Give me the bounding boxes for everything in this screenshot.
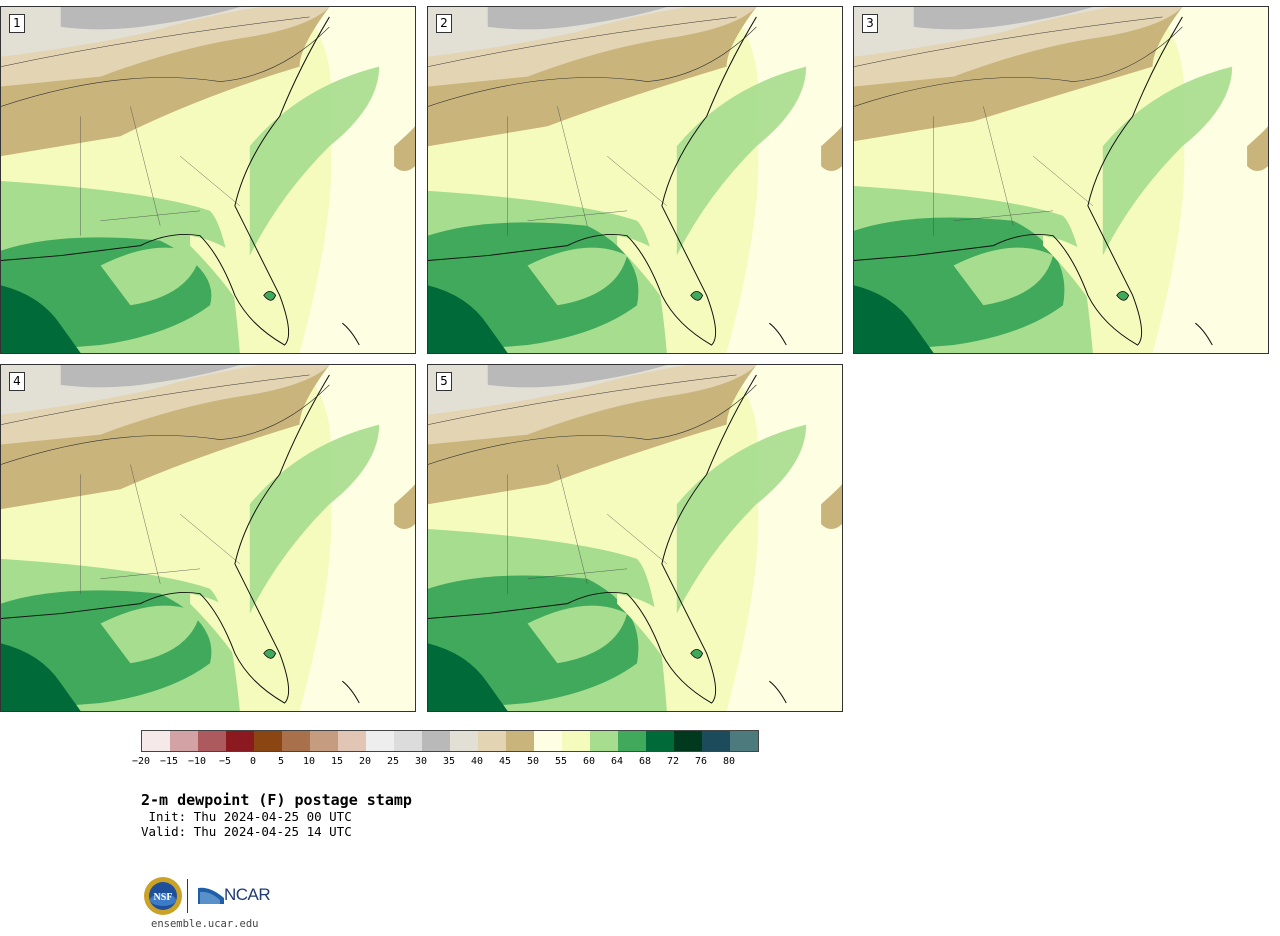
- panel-number: 3: [862, 14, 878, 33]
- colorbar-tick-labels: −20 −15 −10 −5 0 5 10 15 20 25 30 35 40 45 50 55 60 64 68 7…: [132, 756, 781, 770]
- colorbar-swatch: [562, 731, 590, 751]
- colorbar-tick-label: 15: [330, 756, 344, 767]
- page-title: 2-m dewpoint (F) postage stamp: [141, 791, 412, 809]
- colorbar-tick-label: 45: [498, 756, 512, 767]
- colorbar-tick-label: 5: [277, 756, 285, 767]
- stamp-panel-2: 2: [427, 6, 843, 354]
- colorbar-tick-label: −15: [159, 756, 179, 767]
- colorbar-swatch: [338, 731, 366, 751]
- ncar-mark-icon: [198, 887, 224, 904]
- colorbar-tick-label: 40: [470, 756, 484, 767]
- panel-number: 4: [9, 372, 25, 391]
- colorbar-tick-label: 64: [610, 756, 624, 767]
- colorbar-swatch: [198, 731, 226, 751]
- dewpoint-map: [428, 365, 842, 711]
- stamp-panel-4: 4: [0, 364, 416, 712]
- stamp-panel-5: 5: [427, 364, 843, 712]
- colorbar-swatch: [366, 731, 394, 751]
- dewpoint-map: [1, 365, 415, 711]
- colorbar-swatch: [534, 731, 562, 751]
- colorbar-swatch: [702, 731, 730, 751]
- colorbar-tick-label: 55: [554, 756, 568, 767]
- colorbar-swatch: [170, 731, 198, 751]
- colorbar-swatch: [674, 731, 702, 751]
- dewpoint-map: [428, 7, 842, 353]
- colorbar-tick-label: 80: [722, 756, 736, 767]
- colorbar-tick-label: 60: [582, 756, 596, 767]
- panel-number: 2: [436, 14, 452, 33]
- colorbar-swatch: [478, 731, 506, 751]
- ncar-wordmark: NCAR: [224, 885, 271, 904]
- nsf-ncar-logo: NSF NCAR: [143, 876, 283, 918]
- stamp-panel-1: 1: [0, 6, 416, 354]
- colorbar-tick-label: 68: [638, 756, 652, 767]
- dewpoint-map: [854, 7, 1268, 353]
- colorbar-tick-label: 72: [666, 756, 680, 767]
- colorbar-tick-label: 35: [442, 756, 456, 767]
- colorbar-tick-label: 20: [358, 756, 372, 767]
- colorbar-swatch: [226, 731, 254, 751]
- svg-text:NSF: NSF: [154, 892, 173, 903]
- init-time: Init: Thu 2024-04-25 00 UTC: [141, 809, 352, 824]
- colorbar-swatch: [450, 731, 478, 751]
- colorbar-swatch: [590, 731, 618, 751]
- colorbar-swatch: [618, 731, 646, 751]
- nsf-seal-icon: NSF: [144, 877, 182, 915]
- colorbar-tick-label: 76: [694, 756, 708, 767]
- colorbar-tick-label: −20: [131, 756, 151, 767]
- colorbar-tick-label: 50: [526, 756, 540, 767]
- stamp-panel-3: 3: [853, 6, 1269, 354]
- colorbar-swatch: [506, 731, 534, 751]
- colorbar-swatch: [142, 731, 170, 751]
- colorbar-swatch: [254, 731, 282, 751]
- colorbar-tick-label: −5: [218, 756, 232, 767]
- colorbar-tick-label: 10: [302, 756, 316, 767]
- panel-number: 1: [9, 14, 25, 33]
- colorbar-tick-label: 0: [249, 756, 257, 767]
- panel-number: 5: [436, 372, 452, 391]
- site-url: ensemble.ucar.edu: [151, 918, 259, 930]
- colorbar-swatch: [422, 731, 450, 751]
- colorbar-tick-label: −10: [187, 756, 207, 767]
- colorbar: [141, 730, 759, 752]
- valid-time: Valid: Thu 2024-04-25 14 UTC: [141, 824, 352, 839]
- colorbar-swatch: [394, 731, 422, 751]
- logo-divider: [187, 879, 188, 913]
- colorbar-tick-label: 25: [386, 756, 400, 767]
- colorbar-swatch: [310, 731, 338, 751]
- colorbar-swatch: [646, 731, 674, 751]
- colorbar-swatch: [282, 731, 310, 751]
- dewpoint-map: [1, 7, 415, 353]
- colorbar-swatch: [730, 731, 758, 751]
- colorbar-tick-label: 30: [414, 756, 428, 767]
